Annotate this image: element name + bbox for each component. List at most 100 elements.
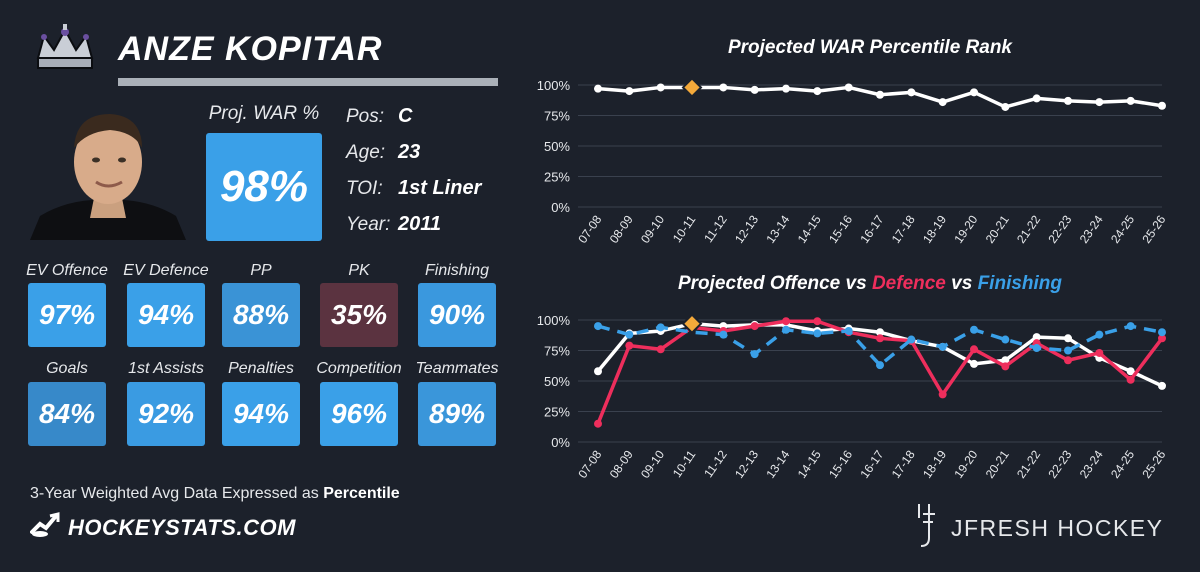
- x-tick-label: 15-16: [826, 212, 855, 245]
- point-defence: [782, 317, 790, 326]
- point-war: [938, 98, 947, 107]
- ovd-chart-title: Projected Offence vs Defence vs Finishin…: [580, 273, 1160, 295]
- x-tick-label: 18-19: [920, 212, 949, 245]
- x-tick-label: 17-18: [889, 447, 918, 480]
- point-war: [1032, 94, 1041, 103]
- point-war: [907, 88, 916, 97]
- point-finishing: [1126, 322, 1135, 331]
- x-tick-label: 14-15: [795, 447, 824, 480]
- x-tick-label: 10-11: [670, 212, 699, 245]
- y-tick-label: 75%: [544, 109, 570, 124]
- tile-penalties: 94%: [222, 382, 300, 446]
- ovd-title-vs1: vs: [840, 273, 872, 294]
- x-tick-label: 24-25: [1108, 447, 1137, 480]
- point-defence: [1126, 375, 1135, 384]
- y-tick-label: 0%: [551, 200, 570, 215]
- y-tick-label: 75%: [544, 344, 570, 359]
- tile-label-pk: PK: [348, 262, 370, 279]
- point-finishing: [844, 326, 853, 335]
- point-defence: [938, 390, 947, 399]
- y-tick-label: 0%: [551, 435, 570, 450]
- point-finishing: [1001, 335, 1010, 344]
- point-war: [719, 83, 728, 92]
- x-tick-label: 24-25: [1108, 212, 1137, 245]
- x-tick-label: 11-12: [701, 447, 730, 480]
- tile-pk: 35%: [320, 283, 398, 347]
- team-logo: [30, 22, 100, 82]
- x-tick-label: 07-08: [575, 447, 604, 480]
- jfresh-brand: JFRESH HOCKEY: [915, 502, 1163, 555]
- y-tick-label: 50%: [544, 374, 570, 389]
- x-tick-label: 23-24: [1077, 447, 1106, 480]
- point-defence: [1095, 348, 1104, 357]
- player-name: ANZE KOPITAR: [118, 30, 383, 68]
- x-tick-label: 25-26: [1139, 447, 1168, 480]
- x-tick-label: 25-26: [1139, 212, 1168, 245]
- tile-goals: 84%: [28, 382, 106, 446]
- footnote: 3-Year Weighted Avg Data Expressed as Pe…: [30, 485, 400, 503]
- x-tick-label: 23-24: [1077, 212, 1106, 245]
- point-defence: [813, 317, 822, 326]
- x-tick-label: 09-10: [638, 212, 667, 245]
- point-offence: [1064, 334, 1072, 343]
- point-war: [844, 83, 853, 92]
- point-war: [1001, 102, 1010, 111]
- point-finishing: [719, 330, 728, 339]
- point-war: [1158, 101, 1166, 110]
- x-tick-label: 08-09: [607, 212, 636, 245]
- point-defence: [656, 345, 665, 354]
- toi-value: 1st Liner: [398, 177, 482, 199]
- point-offence: [594, 367, 602, 376]
- x-tick-label: 14-15: [795, 212, 824, 245]
- point-finishing: [625, 330, 634, 339]
- point-war: [970, 88, 978, 97]
- x-tick-label: 09-10: [638, 447, 667, 480]
- proj-war-label: Proj. WAR %: [208, 103, 320, 124]
- tile-label-teammates: Teammates: [415, 360, 499, 377]
- x-tick-label: 15-16: [826, 447, 855, 480]
- point-defence: [1158, 334, 1166, 343]
- x-tick-label: 19-20: [951, 447, 980, 480]
- point-finishing: [1158, 328, 1166, 337]
- point-finishing: [750, 350, 759, 359]
- x-tick-label: 16-17: [857, 212, 886, 245]
- x-tick-label: 20-21: [983, 447, 1012, 480]
- y-tick-label: 25%: [544, 405, 570, 420]
- footnote-bold: Percentile: [323, 485, 400, 502]
- point-finishing: [782, 325, 790, 334]
- x-tick-label: 17-18: [889, 212, 918, 245]
- tile-label-competition: Competition: [316, 360, 402, 377]
- age-value: 23: [398, 141, 421, 163]
- point-offence: [1001, 356, 1010, 365]
- tile-ev-defence: 94%: [127, 283, 205, 347]
- x-tick-label: 13-14: [763, 447, 792, 480]
- point-finishing: [876, 361, 884, 370]
- offence-defence-finishing-chart: 100% 75% 50% 25% 0% 07-08 08-09 09-10 10-11 11-12…: [537, 313, 1169, 481]
- y-tick-label: 25%: [544, 170, 570, 185]
- x-tick-label: 12-13: [732, 212, 761, 245]
- tile-label-ev-offence: EV Offence: [26, 262, 108, 279]
- ovd-title-finishing: Finishing: [977, 273, 1063, 294]
- point-defence: [1064, 356, 1072, 365]
- x-tick-label: 21-22: [1014, 212, 1043, 245]
- war-percentile-chart: 100% 75% 50% 25% 0% 07-08 08-09 09-10 10-11 11-12…: [537, 77, 1169, 246]
- ovd-title-vs2: vs: [945, 273, 978, 294]
- point-finishing: [1064, 346, 1072, 355]
- x-tick-label: 21-22: [1014, 447, 1043, 480]
- pos-label: Pos:: [346, 106, 385, 127]
- tile-teammates: 89%: [418, 382, 496, 446]
- tile-ev-offence: 97%: [28, 283, 106, 347]
- highlight-season-marker: [681, 313, 703, 335]
- point-war: [1064, 96, 1072, 105]
- proj-war-value: 98%: [206, 133, 322, 241]
- year-value: 2011: [398, 213, 442, 235]
- name-underline: [118, 78, 498, 86]
- footnote-text: 3-Year Weighted Avg Data Expressed as: [30, 485, 324, 502]
- x-tick-label: 13-14: [763, 212, 792, 245]
- tile-label-pp: PP: [250, 262, 272, 279]
- point-finishing: [813, 329, 822, 338]
- point-defence: [970, 345, 978, 354]
- toi-label: TOI:: [346, 178, 383, 199]
- tile-pp: 88%: [222, 283, 300, 347]
- y-tick-label: 100%: [537, 313, 571, 328]
